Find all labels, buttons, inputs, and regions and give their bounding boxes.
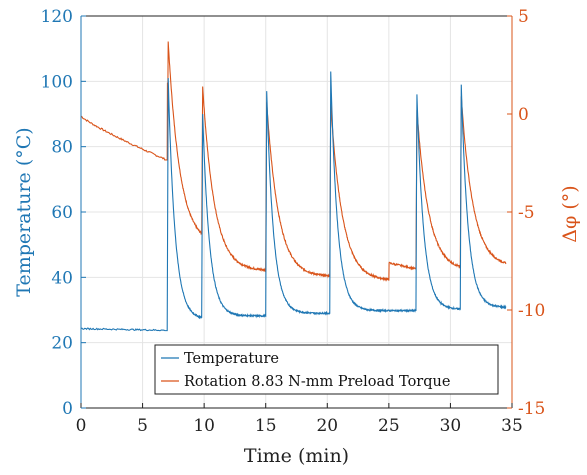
y-left-tick-label: 0 <box>62 399 73 419</box>
x-tick-label: 25 <box>378 416 400 436</box>
x-tick-label: 5 <box>137 416 148 436</box>
y-left-tick-label: 100 <box>41 72 73 92</box>
grid <box>80 15 513 409</box>
x-axis-title: Time (min) <box>244 445 349 467</box>
series-group <box>80 41 507 332</box>
legend-label-temperature: Temperature <box>184 351 279 367</box>
y-left-tick-label: 60 <box>51 203 73 223</box>
x-tick-label: 15 <box>255 416 277 436</box>
y-right-tick-label: 5 <box>518 7 529 27</box>
y-left-tick-label: 40 <box>51 268 73 288</box>
y-right-tick-label: -15 <box>518 399 545 419</box>
y-left-tick-label: 80 <box>51 138 73 158</box>
x-tick-label: 35 <box>501 416 523 436</box>
y-right-axis-title: Δφ (°) <box>559 185 581 242</box>
x-tick-label: 30 <box>440 416 462 436</box>
legend-label-rotation: Rotation 8.83 N-mm Preload Torque <box>184 374 450 390</box>
legend-box <box>154 344 499 395</box>
x-tick-label: 20 <box>316 416 338 436</box>
y-right-tick-label: 0 <box>518 105 529 125</box>
y-left-tick-label: 20 <box>51 334 73 354</box>
x-tick-label: 0 <box>76 416 87 436</box>
x-tick-label: 10 <box>193 416 215 436</box>
y-right-tick-label: -10 <box>518 301 545 321</box>
y-right-tick-label: -5 <box>518 203 535 223</box>
series-line-rotation <box>80 41 507 282</box>
legend: Temperature Rotation 8.83 N-mm Preload To… <box>154 344 499 395</box>
y-left-tick-label: 120 <box>41 7 73 27</box>
axes: 0 5 10 15 20 25 30 35 0 20 40 60 80 100 120 -15 -10 -5 0 5 T… <box>13 7 581 467</box>
y-left-axis-title: Temperature (°C) <box>13 127 35 296</box>
series-line-temperature <box>80 71 507 332</box>
